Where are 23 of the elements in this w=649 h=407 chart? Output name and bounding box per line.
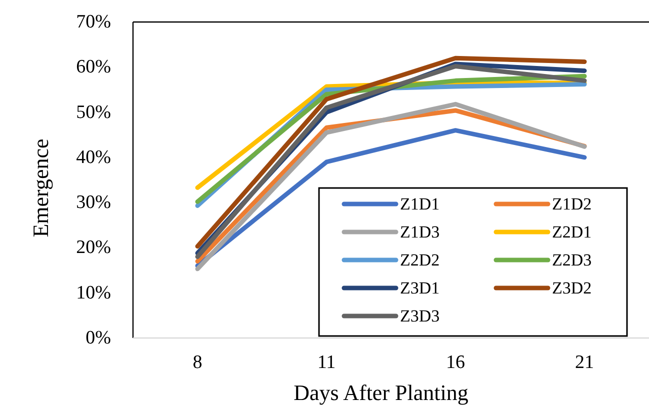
x-tick-label: 16 (446, 352, 465, 373)
legend-label: Z2D2 (400, 250, 440, 270)
y-tick-label: 70% (76, 12, 112, 32)
y-tick-label: 60% (76, 56, 112, 78)
y-tick-label: 20% (76, 237, 112, 258)
y-tick-label: 10% (76, 282, 112, 304)
legend-label: Z3D2 (552, 278, 592, 298)
x-tick-label: 8 (192, 352, 202, 373)
legend-label: Z1D3 (400, 222, 440, 242)
x-tick-label: 11 (317, 352, 336, 373)
legend-label: Z2D3 (552, 250, 592, 270)
legend-label: Z2D1 (552, 222, 592, 242)
x-axis-title: Days After Planting (294, 380, 468, 405)
y-axis-title: Emergence (28, 138, 53, 238)
legend-label: Z3D1 (400, 278, 440, 298)
y-tick-label: 50% (76, 102, 112, 123)
legend-label: Z3D3 (400, 306, 440, 326)
y-tick-label: 0% (86, 328, 112, 348)
legend-label: Z1D2 (552, 194, 592, 214)
x-tick-label: 21 (575, 352, 594, 373)
y-tick-label: 40% (76, 146, 112, 168)
legend-label: Z1D1 (400, 194, 440, 214)
y-tick-label: 30% (76, 192, 112, 214)
